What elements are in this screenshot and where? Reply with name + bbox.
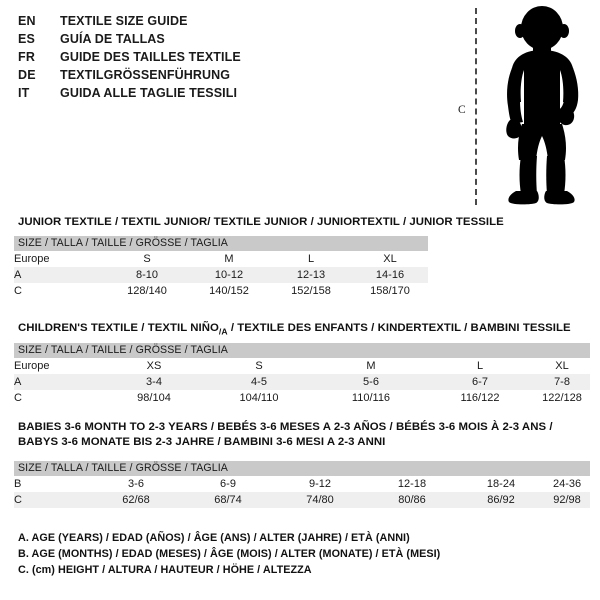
table-header-bar: SIZE / TALLA / TAILLE / GRÖSSE / TAGLIA — [14, 236, 428, 251]
cell-value: 9-12 — [274, 476, 366, 492]
table-row: Europe S M L XL — [14, 251, 428, 267]
cell-value: 5-6 — [316, 374, 426, 390]
cell-value: M — [188, 251, 270, 267]
table-row: C 62/68 68/74 74/80 80/86 86/92 92/98 — [14, 492, 591, 508]
height-measurement-illustration: C — [440, 0, 600, 210]
row-label: A — [14, 267, 106, 283]
cell-value: 110/116 — [316, 390, 426, 406]
section-heading-children: CHILDREN'S TEXTILE / TEXTIL NIÑO/A / TEX… — [18, 322, 571, 336]
junior-size-table: SIZE / TALLA / TAILLE / GRÖSSE / TAGLIA … — [14, 236, 428, 299]
cell-value: 10-12 — [188, 267, 270, 283]
cell-value: 74/80 — [274, 492, 366, 508]
table-header-bar: SIZE / TALLA / TAILLE / GRÖSSE / TAGLIA — [14, 343, 591, 358]
cell-value: 122/128 — [534, 390, 591, 406]
heading-part-subscript: /A — [218, 326, 228, 337]
legend-row-a: A. AGE (YEARS) / EDAD (AÑOS) / ÂGE (ANS)… — [18, 532, 410, 544]
language-row-fr: FR GUIDE DES TAILLES TEXTILE — [18, 48, 418, 66]
cell-value: 12-13 — [270, 267, 352, 283]
row-label: Europe — [14, 251, 106, 267]
height-dashed-line-icon — [475, 8, 477, 205]
cell-value: S — [202, 358, 316, 374]
language-code: ES — [18, 32, 36, 46]
table-row: C 98/104 104/110 110/116 116/122 122/128 — [14, 390, 591, 406]
heading-part-pre: CHILDREN'S TEXTILE / TEXTIL NIÑO — [18, 322, 219, 334]
language-code: DE — [18, 68, 36, 82]
cell-value: XL — [534, 358, 591, 374]
cell-value: 98/104 — [106, 390, 202, 406]
size-bar-label: SIZE / TALLA / TAILLE / GRÖSSE / TAGLIA — [14, 343, 591, 358]
cell-value: 18-24 — [458, 476, 544, 492]
language-row-de: DE TEXTILGRÖSSENFÜHRUNG — [18, 66, 418, 84]
cell-value: S — [106, 251, 188, 267]
language-row-it: IT GUIDA ALLE TAGLIE TESSILI — [18, 84, 418, 102]
section-heading-babies-line2: BABYS 3-6 MONATE BIS 2-3 JAHRE / BAMBINI… — [18, 436, 386, 448]
cell-value: XL — [352, 251, 428, 267]
cell-value: 68/74 — [182, 492, 274, 508]
cell-value: 62/68 — [90, 492, 182, 508]
cell-value: 80/86 — [366, 492, 458, 508]
language-title: TEXTILE SIZE GUIDE — [60, 14, 188, 28]
language-row-es: ES GUÍA DE TALLAS — [18, 30, 418, 48]
measure-label-c: C — [458, 104, 466, 116]
table-row: A 8-10 10-12 12-13 14-16 — [14, 267, 428, 283]
language-row-en: EN TEXTILE SIZE GUIDE — [18, 12, 418, 30]
cell-value: M — [316, 358, 426, 374]
cell-value: 14-16 — [352, 267, 428, 283]
row-label: C — [14, 390, 106, 406]
cell-value: 116/122 — [426, 390, 534, 406]
language-title-block: EN TEXTILE SIZE GUIDE ES GUÍA DE TALLAS … — [18, 12, 418, 102]
cell-value: 7-8 — [534, 374, 591, 390]
table-header-bar: SIZE / TALLA / TAILLE / GRÖSSE / TAGLIA — [14, 461, 591, 476]
cell-value: 3-6 — [90, 476, 182, 492]
cell-value: 24-36 — [544, 476, 591, 492]
cell-value: 86/92 — [458, 492, 544, 508]
cell-value: 128/140 — [106, 283, 188, 299]
table-row: A 3-4 4-5 5-6 6-7 7-8 — [14, 374, 591, 390]
toddler-silhouette-icon — [506, 6, 579, 205]
cell-value: 152/158 — [270, 283, 352, 299]
cell-value: XS — [106, 358, 202, 374]
cell-value: 104/110 — [202, 390, 316, 406]
cell-value: 140/152 — [188, 283, 270, 299]
cell-value: 4-5 — [202, 374, 316, 390]
row-label: C — [14, 492, 90, 508]
children-size-table: SIZE / TALLA / TAILLE / GRÖSSE / TAGLIA … — [14, 343, 591, 406]
language-code: EN — [18, 14, 36, 28]
cell-value: 6-7 — [426, 374, 534, 390]
row-label: Europe — [14, 358, 106, 374]
language-title: GUIDA ALLE TAGLIE TESSILI — [60, 86, 238, 100]
section-heading-junior: JUNIOR TEXTILE / TEXTIL JUNIOR/ TEXTILE … — [18, 216, 504, 228]
row-label: C — [14, 283, 106, 299]
cell-value: L — [426, 358, 534, 374]
cell-value: 8-10 — [106, 267, 188, 283]
babies-size-table: SIZE / TALLA / TAILLE / GRÖSSE / TAGLIA … — [14, 461, 591, 508]
heading-part-post: / TEXTILE DES ENFANTS / KINDERTEXTIL / B… — [227, 322, 571, 334]
language-title: GUIDE DES TAILLES TEXTILE — [60, 50, 241, 64]
cell-value: 6-9 — [182, 476, 274, 492]
legend-block: A. AGE (YEARS) / EDAD (AÑOS) / ÂGE (ANS)… — [18, 530, 578, 578]
cell-value: 12-18 — [366, 476, 458, 492]
language-title: TEXTILGRÖSSENFÜHRUNG — [60, 68, 231, 82]
table-row: C 128/140 140/152 152/158 158/170 — [14, 283, 428, 299]
table-row: Europe XS S M L XL — [14, 358, 591, 374]
row-label: A — [14, 374, 106, 390]
legend-row-b: B. AGE (MONTHS) / EDAD (MESES) / ÂGE (MO… — [18, 548, 441, 560]
cell-value: 92/98 — [544, 492, 591, 508]
section-heading-babies-line1: BABIES 3-6 MONTH TO 2-3 YEARS / BEBÉS 3-… — [18, 421, 553, 433]
language-title: GUÍA DE TALLAS — [60, 32, 165, 46]
legend-row-c: C. (cm) HEIGHT / ALTURA / HAUTEUR / HÖHE… — [18, 564, 312, 576]
language-code: FR — [18, 50, 36, 64]
language-code: IT — [18, 86, 30, 100]
row-label: B — [14, 476, 90, 492]
cell-value: 3-4 — [106, 374, 202, 390]
cell-value: L — [270, 251, 352, 267]
cell-value: 158/170 — [352, 283, 428, 299]
size-bar-label: SIZE / TALLA / TAILLE / GRÖSSE / TAGLIA — [14, 236, 428, 251]
table-row: B 3-6 6-9 9-12 12-18 18-24 24-36 — [14, 476, 591, 492]
size-bar-label: SIZE / TALLA / TAILLE / GRÖSSE / TAGLIA — [14, 461, 591, 476]
